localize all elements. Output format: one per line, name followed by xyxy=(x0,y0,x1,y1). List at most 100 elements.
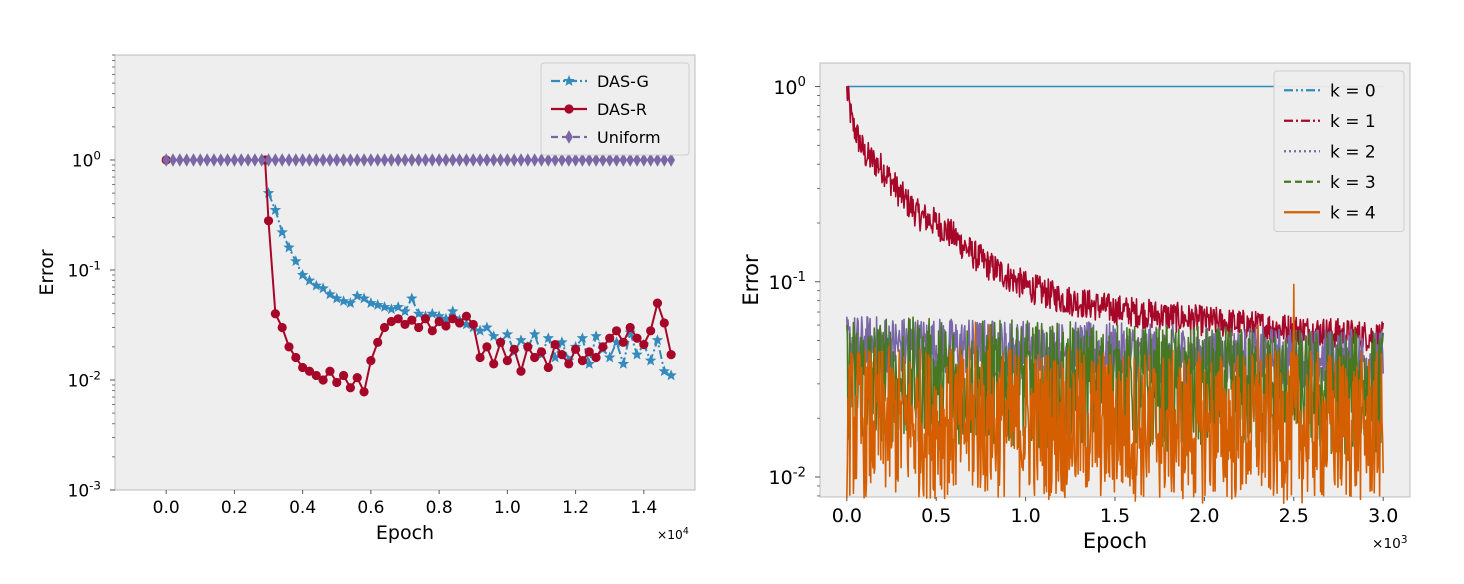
marker-point xyxy=(223,153,232,167)
marker-point xyxy=(353,153,362,167)
marker-point xyxy=(523,153,532,167)
marker-point xyxy=(564,359,574,369)
marker-point xyxy=(632,333,642,343)
marker-point xyxy=(203,153,212,167)
marker-point xyxy=(666,350,676,360)
marker-point xyxy=(441,321,451,331)
legend-item: k = 4 xyxy=(1284,203,1376,223)
marker-point xyxy=(577,356,588,366)
marker-point xyxy=(332,153,341,167)
marker-point xyxy=(311,370,321,381)
marker-point xyxy=(482,342,492,352)
marker-point xyxy=(393,314,403,324)
marker-point xyxy=(448,153,457,167)
marker-point xyxy=(291,153,300,167)
marker-point xyxy=(352,373,362,383)
marker-point xyxy=(433,310,445,322)
legend-label: k = 2 xyxy=(1330,142,1376,162)
marker-point xyxy=(455,153,464,167)
marker-point xyxy=(536,347,547,357)
x-tick-label: 1.0 xyxy=(494,498,521,518)
x-tick-label: 0.4 xyxy=(289,498,316,518)
marker-point xyxy=(325,366,335,376)
x-tick-label: 0.8 xyxy=(426,498,453,518)
y-tick-label: 10-2 xyxy=(769,465,806,489)
marker-point xyxy=(583,357,595,369)
y-tick-exponent: 0 xyxy=(798,75,806,90)
marker-point xyxy=(633,153,641,167)
marker-point xyxy=(276,226,288,238)
marker-point xyxy=(270,309,280,319)
marker-point xyxy=(344,297,357,308)
marker-point xyxy=(359,387,369,397)
marker-point xyxy=(346,153,355,167)
marker-point xyxy=(310,279,322,291)
marker-point xyxy=(488,330,500,342)
marker-point xyxy=(454,318,465,328)
marker-point xyxy=(296,269,309,280)
marker-point xyxy=(489,153,498,167)
x-tick-label: 0.0 xyxy=(832,505,862,527)
legend-box xyxy=(1273,70,1405,232)
marker-point xyxy=(474,324,486,336)
marker-point xyxy=(550,339,560,350)
marker-point xyxy=(612,153,621,167)
marker-point xyxy=(412,307,425,319)
marker-point xyxy=(373,153,382,167)
marker-point xyxy=(481,321,493,333)
marker-point xyxy=(257,153,266,167)
series-das-r xyxy=(161,155,676,397)
marker-point xyxy=(169,153,177,167)
marker-point xyxy=(651,334,664,346)
marker-point xyxy=(338,370,349,381)
marker-point xyxy=(331,292,343,304)
marker-point xyxy=(271,153,280,167)
marker-point xyxy=(345,383,356,393)
marker-point xyxy=(578,153,587,167)
legend: DAS-G DAS-R Uniform xyxy=(540,62,690,156)
marker-point xyxy=(426,307,438,319)
marker-point xyxy=(277,322,287,333)
marker-point xyxy=(162,153,171,167)
marker-point xyxy=(298,362,308,373)
chart-panel-1: 0.0 0.2 0.4 0.6 0.8 1.0 1.2 1.4×104 100 10-1 10-2 1… xyxy=(36,54,696,544)
marker-point xyxy=(558,153,566,167)
marker-point xyxy=(468,319,478,330)
marker-point xyxy=(290,255,302,267)
y-tick-label: 100 xyxy=(773,75,806,99)
series-k-4 xyxy=(846,283,1384,505)
marker-point xyxy=(660,153,669,167)
marker-point xyxy=(563,75,575,86)
marker-point xyxy=(584,347,594,357)
marker-point xyxy=(509,344,519,354)
legend-label: DAS-R xyxy=(597,100,647,119)
marker-point xyxy=(244,153,252,167)
legend-label: k = 4 xyxy=(1330,203,1376,223)
marker-point xyxy=(592,153,600,167)
marker-point xyxy=(489,359,499,369)
marker-point xyxy=(549,351,561,363)
marker-point xyxy=(516,366,526,376)
marker-point xyxy=(373,337,383,347)
marker-point xyxy=(406,292,418,304)
marker-point xyxy=(372,299,384,310)
legend-label: k = 0 xyxy=(1330,81,1376,101)
marker-point xyxy=(665,369,677,381)
marker-point xyxy=(469,153,478,167)
marker-point xyxy=(230,153,239,167)
marker-point xyxy=(401,153,409,167)
marker-point xyxy=(564,153,573,167)
x-tick-label: 0.0 xyxy=(153,498,180,518)
x-axis-title: Epoch xyxy=(1083,529,1147,553)
marker-point xyxy=(495,337,506,347)
marker-point xyxy=(385,303,398,315)
marker-point xyxy=(565,130,573,144)
marker-point xyxy=(237,153,246,167)
x-multiplier-exponent: 4 xyxy=(683,526,689,537)
marker-point xyxy=(482,153,491,167)
marker-point xyxy=(175,153,184,167)
marker-point xyxy=(515,334,527,346)
marker-point xyxy=(380,153,389,167)
marker-point xyxy=(358,292,370,304)
marker-point xyxy=(598,153,607,167)
